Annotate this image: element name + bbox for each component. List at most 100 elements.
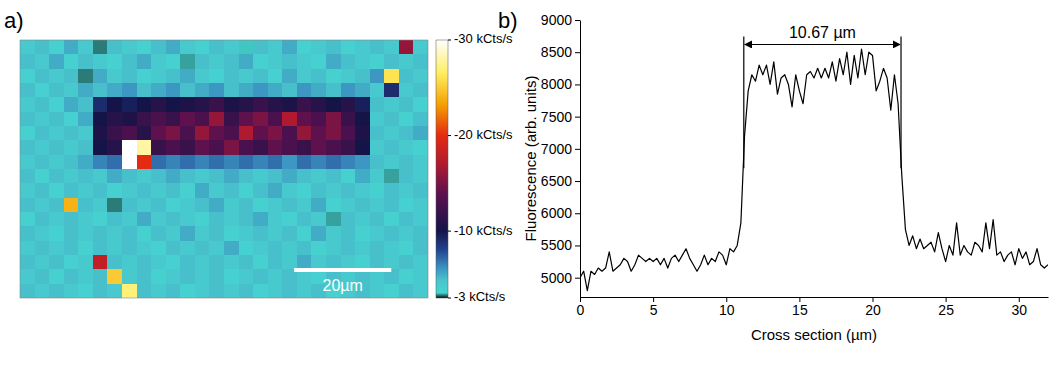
heatmap-cell <box>209 198 224 213</box>
heatmap-cell <box>413 169 428 184</box>
heatmap-cell <box>282 169 297 184</box>
heatmap-cell <box>64 155 79 170</box>
heatmap-cell <box>311 140 326 155</box>
heatmap-cell <box>151 255 166 270</box>
heatmap-cell <box>137 83 152 98</box>
heatmap-cell <box>49 226 64 241</box>
heatmap-cell <box>413 284 428 298</box>
y-tick: 6500 <box>541 173 580 189</box>
heatmap-cell <box>282 97 297 112</box>
heatmap-cell <box>224 241 239 256</box>
heatmap-cell <box>297 40 312 55</box>
heatmap-cell <box>355 112 370 127</box>
heatmap-cell <box>311 226 326 241</box>
heatmap-cell <box>253 169 268 184</box>
heatmap-cell <box>107 155 122 170</box>
heatmap-cell <box>35 198 50 213</box>
heatmap-cell <box>122 183 137 198</box>
heatmap-cell <box>239 54 254 69</box>
x-axis-title: Cross section (µm) <box>751 326 877 343</box>
heatmap-cell <box>384 212 399 227</box>
heatmap-cell <box>49 169 64 184</box>
annotation-label: 10.67 µm <box>789 24 856 41</box>
heatmap-cell <box>209 40 224 55</box>
heatmap-cell <box>122 169 137 184</box>
heatmap-cell <box>209 212 224 227</box>
heatmap-cell <box>239 97 254 112</box>
heatmap-cell <box>137 112 152 127</box>
heatmap-cell <box>93 241 108 256</box>
heatmap-cell <box>282 198 297 213</box>
heatmap-cell <box>137 198 152 213</box>
heatmap-cell <box>180 40 195 55</box>
heatmap-cell <box>413 183 428 198</box>
heatmap-cell <box>49 97 64 112</box>
heatmap-cell <box>122 212 137 227</box>
heatmap-cell <box>268 255 283 270</box>
plot-area <box>580 49 1048 291</box>
heatmap-cell <box>137 269 152 284</box>
heatmap-cell <box>35 112 50 127</box>
y-tick-mark <box>575 181 580 182</box>
heatmap-cell <box>137 255 152 270</box>
heatmap-cell <box>195 155 210 170</box>
heatmap-cell <box>413 212 428 227</box>
heatmap-cells <box>20 40 428 298</box>
heatmap-cell <box>166 212 181 227</box>
heatmap-cell <box>297 54 312 69</box>
heatmap-cell <box>64 40 79 55</box>
y-tick-label: 5000 <box>541 270 572 286</box>
heatmap-cell <box>282 255 297 270</box>
heatmap-cell <box>384 169 399 184</box>
heatmap-cell <box>384 54 399 69</box>
heatmap-cell <box>341 69 356 84</box>
heatmap-cell <box>195 126 210 141</box>
heatmap-cell <box>282 83 297 98</box>
colorbar-ticks: -30 kCts/s-20 kCts/s-10 kCts/s-3 kCts/s <box>448 31 513 304</box>
heatmap-cell <box>20 269 35 284</box>
heatmap-cell <box>93 198 108 213</box>
heatmap-cell <box>209 269 224 284</box>
heatmap-cell <box>253 69 268 84</box>
heatmap-cell <box>122 241 137 256</box>
heatmap-cell <box>180 269 195 284</box>
heatmap-cell <box>122 198 137 213</box>
heatmap-cell <box>384 241 399 256</box>
heatmap-cell <box>195 284 210 298</box>
heatmap-cell <box>268 183 283 198</box>
heatmap-cell <box>297 155 312 170</box>
heatmap-cell <box>64 54 79 69</box>
heatmap-cell <box>35 140 50 155</box>
heatmap-cell <box>311 69 326 84</box>
heatmap-cell <box>180 255 195 270</box>
colorbar-tick-label: -30 kCts/s <box>454 31 513 46</box>
heatmap-cell <box>166 97 181 112</box>
heatmap-cell <box>282 40 297 55</box>
heatmap-cell <box>413 255 428 270</box>
heatmap-cell <box>355 69 370 84</box>
heatmap-cell <box>370 226 385 241</box>
colorbar-tick <box>448 135 451 136</box>
heatmap-cell <box>224 97 239 112</box>
heatmap-cell <box>137 126 152 141</box>
heatmap-cell <box>166 255 181 270</box>
heatmap-cell <box>93 140 108 155</box>
heatmap-cell <box>122 226 137 241</box>
heatmap-cell <box>20 183 35 198</box>
heatmap-cell <box>166 54 181 69</box>
heatmap-cell <box>268 169 283 184</box>
heatmap-cell <box>122 255 137 270</box>
y-tick-mark <box>575 245 580 246</box>
heatmap-cell <box>64 126 79 141</box>
heatmap-cell <box>180 69 195 84</box>
heatmap-cell <box>384 140 399 155</box>
heatmap-cell <box>49 112 64 127</box>
heatmap-cell <box>268 97 283 112</box>
heatmap-cell <box>166 126 181 141</box>
heatmap-cell <box>224 155 239 170</box>
heatmap-cell <box>268 126 283 141</box>
x-tick-label: 20 <box>865 302 881 318</box>
heatmap-cell <box>399 241 414 256</box>
x-axis-line <box>581 297 1049 298</box>
heatmap-cell <box>268 284 283 298</box>
